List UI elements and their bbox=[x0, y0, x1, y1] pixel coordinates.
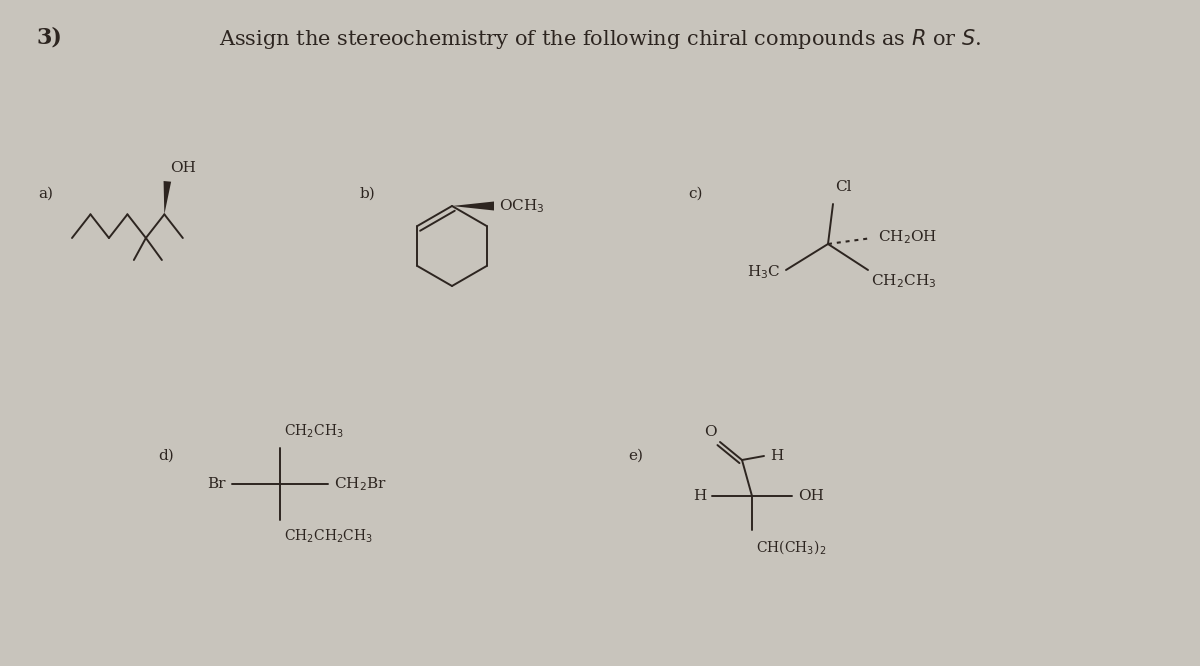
Text: CH$_2$CH$_2$CH$_3$: CH$_2$CH$_2$CH$_3$ bbox=[284, 528, 373, 545]
Text: H: H bbox=[770, 449, 784, 463]
Text: c): c) bbox=[688, 187, 702, 201]
Text: Cl: Cl bbox=[835, 180, 852, 194]
Text: b): b) bbox=[360, 187, 376, 201]
Text: Assign the stereochemistry of the following chiral compounds as $R$ or $S$.: Assign the stereochemistry of the follow… bbox=[218, 27, 982, 51]
Text: 3): 3) bbox=[36, 27, 62, 49]
Polygon shape bbox=[452, 202, 494, 210]
Text: H$_3$C: H$_3$C bbox=[746, 263, 780, 281]
Text: OH: OH bbox=[798, 489, 824, 503]
Text: CH(CH$_3$)$_2$: CH(CH$_3$)$_2$ bbox=[756, 538, 827, 556]
Text: Br: Br bbox=[208, 477, 226, 491]
Text: CH$_2$CH$_3$: CH$_2$CH$_3$ bbox=[871, 272, 936, 290]
Text: H: H bbox=[692, 489, 706, 503]
Text: a): a) bbox=[38, 187, 53, 201]
Text: O: O bbox=[704, 425, 718, 439]
Text: OCH$_3$: OCH$_3$ bbox=[499, 197, 545, 215]
Text: CH$_2$CH$_3$: CH$_2$CH$_3$ bbox=[284, 423, 343, 440]
Polygon shape bbox=[163, 181, 172, 214]
Text: CH$_2$OH: CH$_2$OH bbox=[878, 228, 937, 246]
Text: CH$_2$Br: CH$_2$Br bbox=[334, 475, 386, 493]
Text: OH: OH bbox=[170, 161, 197, 175]
Text: d): d) bbox=[158, 449, 174, 463]
Text: e): e) bbox=[628, 449, 643, 463]
